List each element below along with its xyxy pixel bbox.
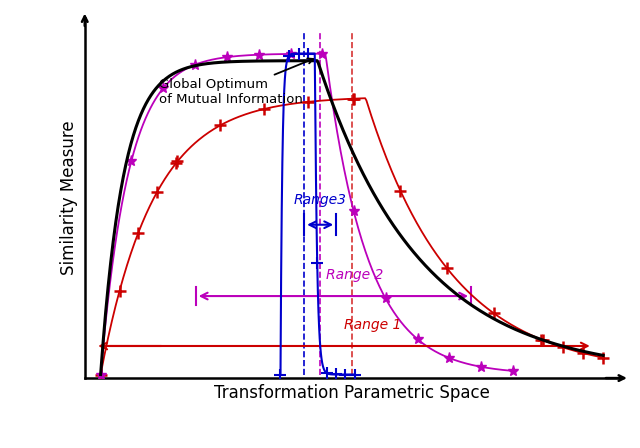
Y-axis label: Similarity Measure: Similarity Measure [60, 121, 78, 276]
Text: Global Optimum
of Mutual Information: Global Optimum of Mutual Information [159, 59, 313, 107]
Text: Range3: Range3 [294, 193, 347, 207]
Text: Range 1: Range 1 [344, 318, 402, 332]
Text: Range 2: Range 2 [326, 268, 383, 282]
X-axis label: Transformation Parametric Space: Transformation Parametric Space [214, 383, 490, 402]
